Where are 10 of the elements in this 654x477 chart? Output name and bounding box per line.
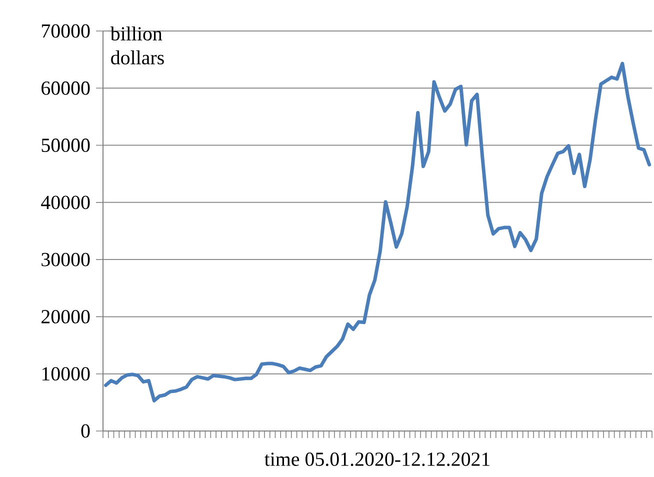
y-tick-label: 50000 <box>42 138 90 152</box>
y-axis-title: billion dollars <box>110 26 164 64</box>
y-tick-label: 10000 <box>42 367 90 381</box>
x-axis-title: time 05.01.2020-12.12.2021 <box>264 452 490 466</box>
y-tick-label: 30000 <box>42 252 90 266</box>
y-tick-label: 20000 <box>42 310 90 324</box>
y-tick-label: 0 <box>81 424 90 438</box>
y-tick-label: 40000 <box>41 196 90 210</box>
y-tick-label: 60000 <box>42 81 90 95</box>
y-tick-label: 70000 <box>42 24 90 38</box>
